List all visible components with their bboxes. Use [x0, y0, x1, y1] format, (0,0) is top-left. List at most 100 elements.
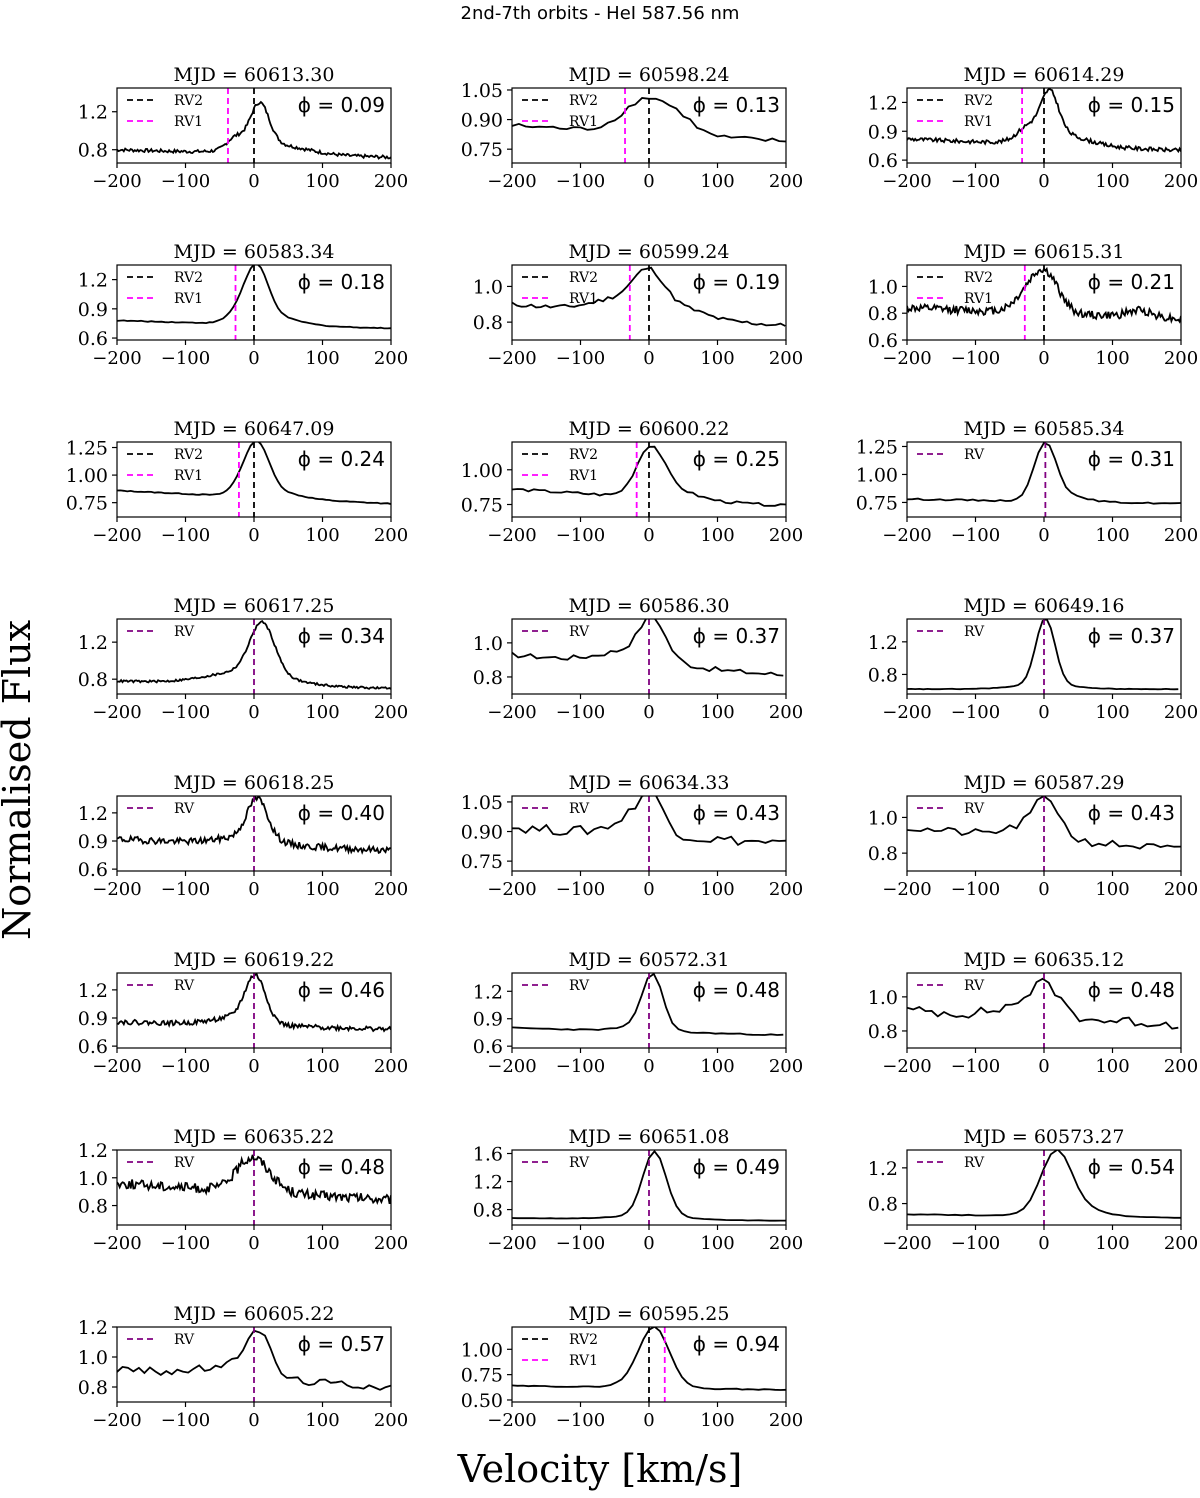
y-tick-label: 0.75: [461, 495, 503, 517]
y-tick-label: 0.6: [868, 330, 898, 352]
legend: RV: [522, 801, 590, 817]
x-tick-label: −200: [882, 879, 931, 900]
x-tick-label: 200: [374, 1056, 408, 1077]
y-tick-label: 0.8: [473, 312, 503, 334]
phase-label: ϕ = 0.46: [298, 978, 385, 1002]
spectrum-panel: MJD = 60617.25 RV ϕ = 0.34 −200 −100 0 100 200 0…: [78, 595, 408, 723]
x-tick-label: −100: [161, 879, 210, 900]
x-tick-label: 200: [1164, 702, 1198, 723]
y-tick-label: 1.2: [78, 1317, 108, 1339]
x-tick-label: −200: [487, 525, 536, 546]
panel-title: MJD = 60613.30: [174, 64, 335, 86]
x-tick-label: 100: [700, 702, 734, 723]
spectrum-panel: MJD = 60651.08 RV ϕ = 0.49 −200 −100 0 100 200 0…: [473, 1126, 803, 1254]
spectrum-line: [512, 796, 786, 847]
x-tick-label: 0: [643, 702, 654, 723]
x-tick-label: 0: [248, 879, 259, 900]
x-tick-label: 200: [1164, 1056, 1198, 1077]
x-tick-label: −100: [556, 702, 605, 723]
phase-label: ϕ = 0.19: [693, 270, 780, 294]
panel-title: MJD = 60615.31: [964, 241, 1125, 263]
x-tick-label: 200: [769, 1056, 803, 1077]
x-tick-label: −200: [487, 702, 536, 723]
x-tick-label: 0: [1038, 879, 1049, 900]
x-tick-label: 200: [1164, 879, 1198, 900]
legend-rv-label: RV: [569, 801, 590, 817]
legend-rv2-label: RV2: [569, 1332, 598, 1348]
phase-label: ϕ = 0.48: [1088, 978, 1175, 1002]
legend-rv1-label: RV1: [174, 291, 203, 307]
x-tick-label: 200: [1164, 348, 1198, 369]
x-tick-label: 0: [1038, 1233, 1049, 1254]
legend-rv-label: RV: [569, 1155, 590, 1171]
y-tick-label: 1.6: [473, 1144, 503, 1166]
legend-rv2-label: RV2: [174, 93, 203, 109]
x-tick-label: 100: [1095, 171, 1129, 192]
y-tick-label: 1.2: [868, 632, 898, 654]
y-tick-label: 0.75: [461, 139, 503, 161]
y-tick-label: 0.9: [78, 299, 108, 321]
x-tick-label: 200: [1164, 171, 1198, 192]
x-tick-label: 0: [248, 1056, 259, 1077]
legend-rv-label: RV: [569, 624, 590, 640]
x-tick-label: 0: [1038, 1056, 1049, 1077]
x-tick-label: −200: [92, 879, 141, 900]
x-tick-label: 100: [700, 171, 734, 192]
panel-title: MJD = 60618.25: [174, 772, 335, 794]
x-tick-label: −100: [951, 525, 1000, 546]
x-tick-label: 200: [374, 171, 408, 192]
x-tick-label: −200: [882, 1056, 931, 1077]
phase-label: ϕ = 0.48: [693, 978, 780, 1002]
y-tick-label: 0.8: [473, 667, 503, 689]
y-tick-label: 1.00: [461, 460, 503, 482]
x-tick-label: −100: [161, 1233, 210, 1254]
x-tick-label: −200: [92, 525, 141, 546]
spectrum-panel: MJD = 60573.27 RV ϕ = 0.54 −200 −100 0 100 200 0…: [868, 1126, 1198, 1254]
y-tick-label: 1.00: [461, 1339, 503, 1361]
spectrum-panel: MJD = 60634.33 RV ϕ = 0.43 −200 −100 0 100 200 0…: [461, 772, 803, 900]
x-tick-label: −200: [487, 348, 536, 369]
x-tick-label: −100: [161, 702, 210, 723]
legend-rv2-label: RV2: [174, 447, 203, 463]
x-tick-label: −100: [161, 348, 210, 369]
x-tick-label: −200: [882, 702, 931, 723]
y-tick-label: 1.2: [78, 980, 108, 1002]
panel-title: MJD = 60605.22: [174, 1303, 335, 1325]
phase-label: ϕ = 0.18: [298, 270, 385, 294]
spectrum-line: [117, 265, 391, 330]
y-tick-label: 1.0: [78, 1168, 108, 1190]
y-tick-label: 0.90: [461, 110, 503, 132]
y-tick-label: 1.2: [78, 803, 108, 825]
legend-rv2-label: RV2: [964, 93, 993, 109]
panel-title: MJD = 60614.29: [964, 64, 1125, 86]
phase-label: ϕ = 0.40: [298, 801, 385, 825]
legend-rv-label: RV: [964, 1155, 985, 1171]
phase-label: ϕ = 0.24: [298, 447, 385, 471]
x-tick-label: 200: [374, 348, 408, 369]
legend: RV: [522, 1155, 590, 1171]
x-tick-label: −200: [92, 1056, 141, 1077]
phase-label: ϕ = 0.13: [693, 93, 780, 117]
x-tick-label: 0: [643, 525, 654, 546]
phase-label: ϕ = 0.21: [1088, 270, 1175, 294]
y-tick-label: 1.2: [868, 92, 898, 114]
x-tick-label: 100: [700, 879, 734, 900]
y-tick-label: 0.8: [78, 1377, 108, 1399]
y-tick-label: 0.75: [461, 851, 503, 873]
x-tick-label: 0: [643, 879, 654, 900]
spectrum-panel: MJD = 60619.22 RV ϕ = 0.46 −200 −100 0 100 200 0…: [78, 949, 408, 1077]
panel-title: MJD = 60619.22: [174, 949, 335, 971]
y-tick-label: 1.2: [473, 981, 503, 1003]
x-tick-label: −200: [92, 171, 141, 192]
x-tick-label: 200: [374, 879, 408, 900]
x-tick-label: −200: [92, 1410, 141, 1431]
x-tick-label: 0: [643, 1233, 654, 1254]
